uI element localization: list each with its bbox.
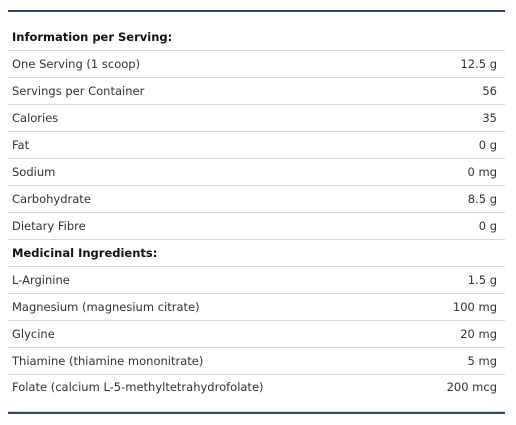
- nutrient-amount: 200 mcg: [273, 374, 505, 412]
- table-row: L-Arginine 1.5 g: [8, 266, 505, 294]
- table-row: Glycine 20 mg: [8, 320, 505, 348]
- nutrient-name: Thiamine (thiamine mononitrate): [8, 347, 273, 375]
- table-row: Magnesium (magnesium citrate) 100 mg: [8, 293, 505, 321]
- nutrient-amount: 0 g: [273, 131, 505, 159]
- nutrition-panel: Information per Serving: One Serving (1 s…: [8, 10, 505, 414]
- table-row: Calories 35: [8, 104, 505, 132]
- nutrient-name: Magnesium (magnesium citrate): [8, 293, 273, 321]
- nutrient-amount: 20 mg: [273, 320, 505, 348]
- nutrient-name: Dietary Fibre: [8, 212, 273, 240]
- nutrient-name: L-Arginine: [8, 266, 273, 294]
- nutrient-amount: 0 mg: [273, 158, 505, 186]
- nutrient-amount: 12.5 g: [273, 50, 505, 78]
- table-body: Information per Serving: One Serving (1 s…: [8, 24, 505, 412]
- nutrient-name: Servings per Container: [8, 77, 273, 105]
- nutrient-amount: 35: [273, 104, 505, 132]
- nutrient-name: Calories: [8, 104, 273, 132]
- table-row: Sodium 0 mg: [8, 158, 505, 186]
- nutrient-amount: 100 mg: [273, 293, 505, 321]
- nutrient-amount: 8.5 g: [273, 185, 505, 213]
- nutrient-amount: 1.5 g: [273, 266, 505, 294]
- nutrient-name: Glycine: [8, 320, 273, 348]
- nutrient-name: Fat: [8, 131, 273, 159]
- nutrient-amount: 56: [273, 77, 505, 105]
- section-header-row: Medicinal Ingredients:: [8, 239, 505, 267]
- table-row: Carbohydrate 8.5 g: [8, 185, 505, 213]
- nutrition-table: Information per Serving: One Serving (1 s…: [8, 24, 505, 412]
- nutrient-name: One Serving (1 scoop): [8, 50, 273, 78]
- section-header-row: Information per Serving:: [8, 24, 505, 51]
- table-row: One Serving (1 scoop) 12.5 g: [8, 50, 505, 78]
- nutrient-amount: 5 mg: [273, 347, 505, 375]
- nutrient-amount: 0 g: [273, 212, 505, 240]
- table-row: Servings per Container 56: [8, 77, 505, 105]
- section-title: Information per Serving:: [8, 24, 505, 51]
- table-row: Folate (calcium L-5-methyltetrahydrofola…: [8, 374, 505, 412]
- nutrient-name: Folate (calcium L-5-methyltetrahydrofola…: [8, 374, 273, 412]
- table-row: Dietary Fibre 0 g: [8, 212, 505, 240]
- nutrient-name: Sodium: [8, 158, 273, 186]
- table-row: Thiamine (thiamine mononitrate) 5 mg: [8, 347, 505, 375]
- nutrient-name: Carbohydrate: [8, 185, 273, 213]
- section-title: Medicinal Ingredients:: [8, 239, 505, 267]
- table-row: Fat 0 g: [8, 131, 505, 159]
